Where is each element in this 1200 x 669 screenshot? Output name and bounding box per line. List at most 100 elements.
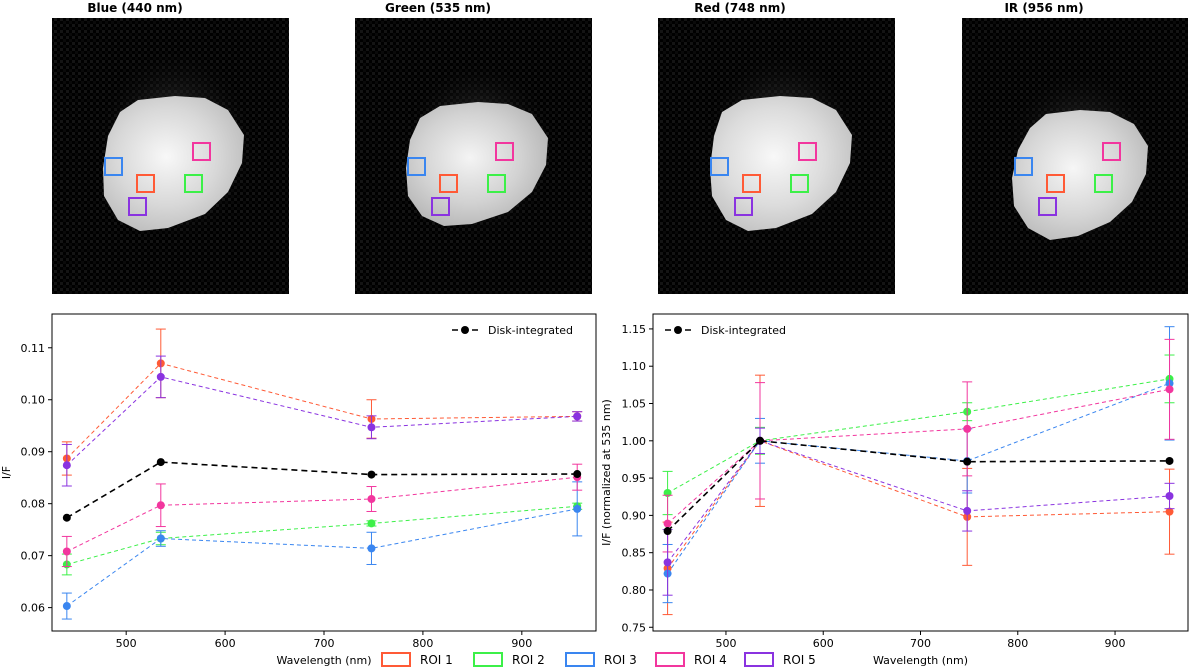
roi-1-marker: [136, 174, 155, 193]
data-point: [62, 461, 71, 470]
roi-1-marker: [742, 174, 761, 193]
disk-integrated-legend: Disk-integrated: [665, 324, 786, 337]
data-point: [663, 558, 672, 567]
x-tick-label: 800: [412, 637, 433, 650]
x-tick-label: 900: [1105, 637, 1126, 650]
data-point: [963, 506, 972, 515]
data-point: [367, 423, 376, 432]
roi-2-marker: [184, 174, 203, 193]
asteroid-disk: [406, 102, 548, 226]
data-point: [62, 602, 71, 611]
roi-5-legend-label: ROI 5: [783, 653, 816, 667]
roi-2-marker: [1094, 174, 1113, 193]
roi-1-legend-label: ROI 1: [420, 653, 453, 667]
x-tick-label: 800: [1007, 637, 1028, 650]
series-line-roi-1: [667, 440, 1170, 569]
series-line-roi-3: [667, 382, 1170, 574]
y-tick-label: 1.10: [622, 360, 647, 373]
series-line-roi-5: [667, 440, 1170, 563]
data-point: [963, 457, 972, 466]
data-point: [156, 458, 165, 467]
y-axis-label: I/F (normalized at 535 nm): [600, 399, 613, 546]
series-line-roi-1: [66, 362, 578, 459]
y-tick-label: 0.11: [21, 342, 46, 355]
x-tick-label: 600: [813, 637, 834, 650]
series-line-disk-integrated: [66, 461, 578, 519]
y-tick-label: 0.07: [21, 550, 46, 563]
series-line-roi-2: [667, 378, 1170, 494]
panel-blue: Blue (440 nm): [52, 1, 289, 294]
y-tick-label: 0.09: [21, 446, 46, 459]
y-tick-label: 1.00: [622, 435, 647, 448]
panel-ir: IR (956 nm): [962, 1, 1188, 294]
data-point: [1165, 507, 1174, 516]
data-point: [756, 436, 764, 445]
roi-4-marker: [495, 142, 514, 161]
data-point: [1165, 456, 1174, 465]
roi-4-legend-swatch: [655, 652, 685, 667]
roi-legend: ROI 1 ROI 2 ROI 3 ROI 4 ROI 5: [381, 652, 816, 667]
roi-3-marker: [104, 157, 123, 176]
y-tick-label: 0.95: [622, 472, 647, 485]
legend-label: Disk-integrated: [488, 324, 573, 337]
series-line-roi-4: [667, 388, 1170, 524]
roi-4-legend-label: ROI 4: [694, 653, 727, 667]
roi-3-legend-swatch: [565, 652, 595, 667]
panel-green: Green (535 nm): [355, 1, 592, 294]
y-tick-label: 0.75: [622, 621, 647, 634]
data-point: [573, 412, 582, 421]
data-point: [367, 519, 376, 528]
x-axis-label: Wavelength (nm): [276, 654, 371, 667]
data-point: [156, 501, 165, 510]
x-tick-label: 500: [116, 637, 137, 650]
x-tick-label: 700: [910, 637, 931, 650]
roi-4-marker: [798, 142, 817, 161]
roi-3-marker: [407, 157, 426, 176]
y-tick-label: 0.85: [622, 547, 647, 560]
roi-3-marker: [1014, 157, 1033, 176]
data-point: [1165, 385, 1174, 394]
panel-title-green: Green (535 nm): [385, 1, 491, 15]
roi-5-legend-swatch: [744, 652, 774, 667]
series-disk-integrated: [663, 436, 1174, 536]
series-line-roi-2: [66, 505, 578, 565]
y-tick-label: 0.80: [622, 584, 647, 597]
x-axis-label: Wavelength (nm): [873, 654, 968, 667]
panel-title-red: Red (748 nm): [694, 1, 785, 15]
roi-4-marker: [1102, 142, 1121, 161]
roi-1-legend-swatch: [381, 652, 411, 667]
roi-3-legend-label: ROI 3: [604, 653, 637, 667]
roi-2-legend-swatch: [473, 652, 503, 667]
data-point: [156, 534, 165, 543]
x-tick-label: 500: [715, 637, 736, 650]
y-tick-label: 1.05: [622, 398, 647, 411]
legend-marker: [461, 326, 469, 334]
data-point: [663, 519, 672, 528]
data-point: [367, 470, 376, 479]
series-roi-3: [61, 481, 583, 620]
series-disk-integrated: [62, 458, 582, 522]
legend-label: Disk-integrated: [701, 324, 786, 337]
y-tick-label: 1.15: [622, 323, 647, 336]
data-point: [663, 527, 672, 536]
y-tick-label: 0.08: [21, 498, 46, 511]
data-point: [573, 504, 582, 513]
roi-2-marker: [487, 174, 506, 193]
data-point: [62, 547, 71, 556]
roi-5-marker: [128, 197, 147, 216]
data-point: [367, 544, 376, 553]
roi-2-legend-label: ROI 2: [512, 653, 545, 667]
y-tick-label: 0.06: [21, 602, 46, 615]
disk-integrated-legend: Disk-integrated: [452, 324, 573, 337]
y-tick-label: 0.10: [21, 394, 46, 407]
panel-title-blue: Blue (440 nm): [87, 1, 182, 15]
roi-5-marker: [431, 197, 450, 216]
y-axis-label: I/F: [0, 466, 13, 479]
panel-red: Red (748 nm): [658, 1, 895, 294]
roi-4-marker: [192, 142, 211, 161]
x-tick-label: 600: [215, 637, 236, 650]
series-line-disk-integrated: [667, 439, 1170, 532]
x-tick-label: 900: [511, 637, 532, 650]
x-tick-label: 700: [314, 637, 335, 650]
chart-absolute-reflectance: 500 600 700 800 900 0.06 0.07 0.08 0.09 0.10 0.11 W…: [0, 313, 597, 667]
